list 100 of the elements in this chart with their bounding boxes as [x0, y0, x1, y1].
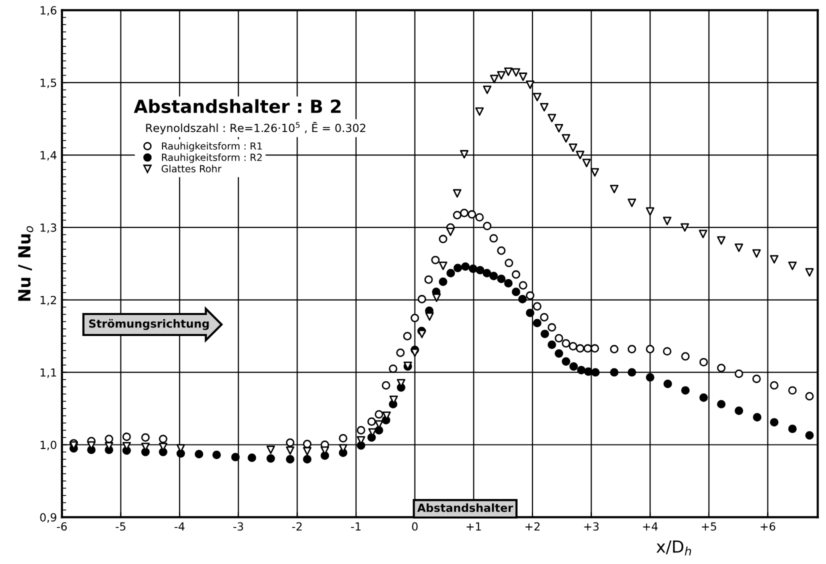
x-tick-label: +6 [760, 522, 776, 531]
point [497, 246, 506, 255]
x-tick-label: -4 [174, 522, 184, 530]
point [680, 223, 690, 232]
y-tick-label: 1,3 [40, 223, 56, 233]
annotation: Abstandshalter [417, 503, 514, 512]
x-tick-label: -6 [56, 522, 67, 531]
annotation: Strömungsrichtung [89, 319, 209, 330]
point [490, 74, 498, 84]
point [548, 323, 556, 332]
point [568, 342, 578, 350]
legend-label: Rauhigkeitsform : R1 [162, 142, 262, 152]
y-tick-label: 0,9 [40, 513, 56, 523]
x-tick-label: -3 [233, 522, 244, 531]
point [141, 433, 150, 442]
point [610, 344, 618, 354]
legend-label: Rauhigkeitsform : R2 [162, 154, 262, 163]
point [489, 234, 498, 243]
x-tick-label: +4 [643, 522, 658, 530]
point [540, 313, 548, 322]
point [662, 347, 672, 356]
point [770, 381, 778, 390]
point [432, 293, 441, 302]
y-tick-label: 1,0 [40, 440, 56, 450]
point [266, 446, 275, 454]
point [554, 334, 564, 343]
point [662, 216, 672, 226]
point [446, 228, 455, 236]
point [382, 381, 390, 390]
x-tick-label: +3 [584, 522, 599, 531]
point [452, 210, 462, 220]
point [396, 348, 405, 357]
point [646, 344, 654, 354]
point [497, 71, 506, 80]
point [548, 114, 556, 122]
point [805, 268, 814, 277]
point [734, 370, 744, 378]
point [717, 364, 726, 372]
point [338, 434, 348, 442]
point [752, 374, 761, 384]
y-axis-title: Nu / Nu$_{o}$ [18, 226, 34, 301]
point [532, 302, 542, 311]
point [646, 207, 654, 216]
point [438, 234, 448, 244]
point [512, 68, 520, 77]
point [302, 447, 312, 456]
point [562, 134, 570, 143]
point [590, 344, 600, 353]
point [425, 312, 434, 321]
text: Abstandshalter : B 2 [134, 99, 341, 114]
point [576, 150, 584, 160]
point [582, 158, 591, 168]
y-tick-label: 1,4 [40, 151, 56, 161]
point [512, 270, 520, 279]
point [431, 256, 440, 264]
legend-label: Glattes Rohr [162, 164, 222, 172]
point [424, 275, 433, 284]
point [356, 426, 366, 435]
point [568, 144, 578, 152]
point [410, 348, 420, 357]
point [518, 72, 528, 82]
point [482, 222, 492, 230]
y-tick-label: 1,6 [40, 6, 56, 16]
point [122, 432, 131, 442]
x-tick-label: +5 [702, 522, 716, 531]
point [460, 208, 468, 218]
point [475, 213, 484, 222]
point [410, 314, 420, 322]
x-axis-title: x/D$_{h}$ [656, 540, 692, 556]
point [698, 230, 708, 238]
x-tick-label: +1 [466, 522, 481, 530]
point [438, 262, 448, 270]
point [610, 184, 618, 194]
point [788, 386, 797, 395]
point [734, 244, 744, 252]
point [805, 392, 814, 400]
point [518, 281, 528, 290]
point [770, 255, 778, 264]
x-tick-label: +2 [525, 522, 540, 530]
point [752, 249, 761, 258]
point [367, 417, 376, 426]
point [475, 107, 484, 116]
point [403, 332, 412, 340]
point [452, 189, 462, 198]
y-tick-label: 1,2 [40, 296, 56, 306]
point [504, 258, 514, 268]
point [374, 410, 384, 419]
point [286, 446, 294, 455]
point [482, 86, 492, 94]
point [562, 339, 570, 348]
x-tick-label: -5 [116, 522, 126, 531]
point [590, 168, 600, 177]
point [717, 236, 726, 245]
point [158, 434, 168, 444]
point [418, 294, 426, 304]
text: Reynoldszahl : Re=1.26·10$^{5}$ , Ē = 0.302 [146, 122, 366, 134]
x-tick-label: 0 [412, 522, 418, 531]
point [576, 344, 584, 353]
point [540, 102, 548, 112]
point [554, 124, 564, 132]
